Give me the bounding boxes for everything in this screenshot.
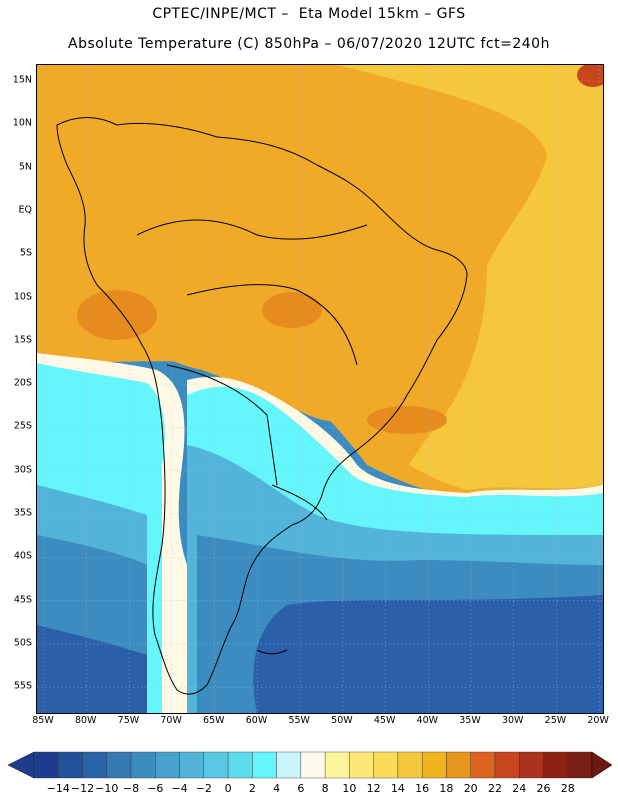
colorbar-tick-label: 18 [439,782,454,795]
colorbar-tick-label: −14 [46,782,70,795]
colorbar-tick-label: 6 [297,782,305,795]
colorbar-swatch [58,751,83,779]
colorbar-high-arrow [591,751,613,779]
lat-tick-label: 30S [13,464,32,476]
lon-tick-label: 70W [160,715,182,726]
colorbar-swatch [130,751,156,779]
coldest-air-region [37,595,603,713]
border-uruguay [271,484,328,521]
lon-tick-label: 85W [32,715,54,726]
colorbar-tick-label: −10 [95,782,119,795]
lon-tick-label: 55W [288,715,310,726]
colorbar-tick-label: 16 [415,782,430,795]
lat-tick-label: 45S [13,594,32,606]
colorbar-low-arrow [7,751,35,779]
colorbar-swatch [567,751,593,779]
map-panel[interactable] [36,64,604,714]
chart-title-line2: Absolute Temperature (C) 850hPa – 06/07/… [68,36,550,52]
colorbar-swatch [276,751,302,779]
colorbar-swatch [33,751,59,779]
continent-outline [56,117,468,695]
colorbar-swatch [227,751,253,779]
colorbar-tick-label: 28 [560,782,575,795]
colorbar-swatch [543,751,568,779]
colorbar-tick-label: 4 [273,782,281,795]
colorbar-tick-label: 2 [248,782,256,795]
colorbar-tick-label: −12 [70,782,95,795]
colorbar-swatch [106,751,132,779]
colorbar-tick-label: 8 [321,782,329,795]
colorbar-tick-label: 12 [366,782,381,795]
colorbar-swatch [82,751,107,779]
border-amazon [136,219,368,240]
colorbar-swatch [252,751,277,779]
colorbar-swatch [519,751,544,779]
colorbar-tick-label: 26 [536,782,551,795]
temperature-map [37,65,603,713]
hot-spot-corner [577,65,603,87]
lat-tick-label: EQ [18,204,32,216]
lon-tick-label: 65W [203,715,225,726]
border-argentina-chile [166,364,278,486]
lat-lon-grid [37,65,603,713]
colorbar-tick-label: 22 [487,782,502,795]
lon-tick-label: 45W [373,715,396,726]
lat-tick-label: 40S [13,550,32,562]
lat-tick-label: 50S [13,637,32,649]
hot-spot-pacific [77,290,157,340]
lat-tick-label: 10S [13,291,32,302]
colorbar-tick-label: 14 [390,782,405,795]
colorbar-tick-label: 0 [224,782,232,795]
hot-spot-coast [367,406,447,434]
lat-tick-label: 25S [13,420,32,432]
colorbar-tick-label: −6 [147,782,164,795]
colorbar-swatch [349,751,374,779]
colorbar-tick-label: 24 [512,782,527,795]
colorbar-swatch [179,751,205,779]
colorbar-tick-label: 10 [342,782,357,795]
continent-warm-region [84,132,460,422]
yellow-ocean-region [337,65,603,490]
falklands [256,649,288,655]
lat-tick-label: 55S [13,680,32,692]
hot-spot-interior [262,292,322,328]
coastline [56,117,468,695]
colorbar-swatch [324,751,350,779]
chart-title-line1: CPTEC/INPE/MCT – Eta Model 15km – GFS [152,6,466,22]
colorbar-swatch [470,751,496,779]
colorbar-tick-label: 20 [463,782,478,795]
lat-tick-label: 15N [12,74,32,86]
colorbar-swatch [203,751,229,779]
lat-tick-label: 10N [12,117,32,129]
colorbar-tick-label: −8 [122,782,140,795]
lon-tick-label: 50W [331,715,353,726]
lon-tick-label: 75W [117,715,140,726]
lat-tick-label: 5N [18,161,32,173]
colorbar-swatch [494,751,520,779]
colorbar-swatch [421,751,447,779]
lat-tick-label: 35S [13,507,32,519]
lon-tick-label: 25W [544,715,567,726]
colorbar-swatch [300,751,326,779]
lon-tick-label: 30W [501,715,524,726]
colorbar-swatch [397,751,423,779]
colorbar [7,751,613,779]
border-bolivia [186,284,358,366]
lat-tick-label: 15S [13,334,32,346]
lon-tick-label: 20W [587,715,609,726]
lat-tick-label: 5S [19,247,32,259]
colorbar-swatch [446,751,471,779]
colorbar-tick-label: −4 [171,782,188,795]
lon-tick-label: 35W [459,715,481,726]
colorbar-swatch [155,751,180,779]
colorbar-tick-label: −2 [195,782,212,795]
colorbar-swatch [373,751,399,779]
lon-tick-label: 60W [245,715,268,726]
lon-tick-label: 40W [416,715,439,726]
lat-tick-label: 20S [13,377,32,389]
lon-tick-label: 80W [74,715,97,726]
